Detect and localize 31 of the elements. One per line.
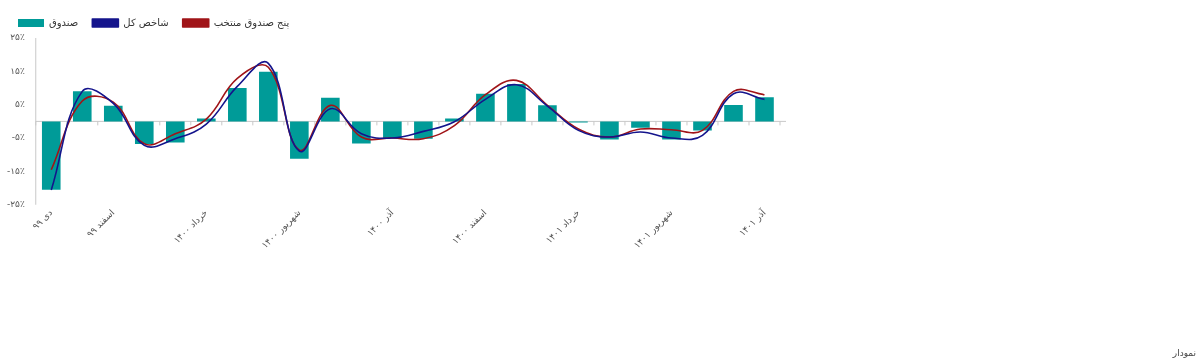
text: نمودار [1171, 348, 1196, 359]
y-tick-label: ۵٪ [15, 99, 25, 110]
bar [259, 71, 278, 122]
bar [507, 84, 526, 122]
bar [290, 121, 309, 159]
x-tick-label: آذر ۱۴۰۰ [364, 206, 396, 239]
x-tick-label: شهریور ۱۴۰۰ [259, 207, 303, 251]
line-series [50, 61, 766, 191]
y-tick-label: -۲۵٪ [7, 199, 25, 210]
bar [41, 121, 61, 190]
y-tick-label: ۲۵٪ [10, 32, 25, 43]
bar [228, 88, 247, 122]
bar [631, 121, 650, 128]
bar [383, 121, 402, 139]
x-tick-label: دی ۹۹ [30, 207, 55, 232]
bar [134, 121, 154, 145]
bar [538, 105, 557, 122]
x-tick-label: شهریور ۱۴۰۱ [631, 207, 675, 251]
y-tick-label: -۱۵٪ [7, 165, 25, 176]
legend-label: پنج صندوق منتخب [213, 16, 290, 29]
legend-label: شاخص کل [123, 16, 169, 28]
x-tick-label: اسفند ۹۹ [84, 207, 117, 240]
x-tick-label: خرداد ۱۴۰۱ [543, 207, 582, 246]
x-tick-label: آذر ۱۴۰۱ [736, 206, 768, 239]
x-tick-label: خرداد ۱۴۰۰ [171, 207, 210, 246]
bar [724, 105, 743, 122]
legend-label: صندوق [49, 16, 79, 29]
y-tick-label: ۱۵٪ [10, 65, 25, 76]
y-tick-label: -۵٪ [11, 132, 25, 143]
x-tick-label: اسفند ۱۴۰۰ [450, 207, 489, 246]
bar [755, 97, 774, 122]
